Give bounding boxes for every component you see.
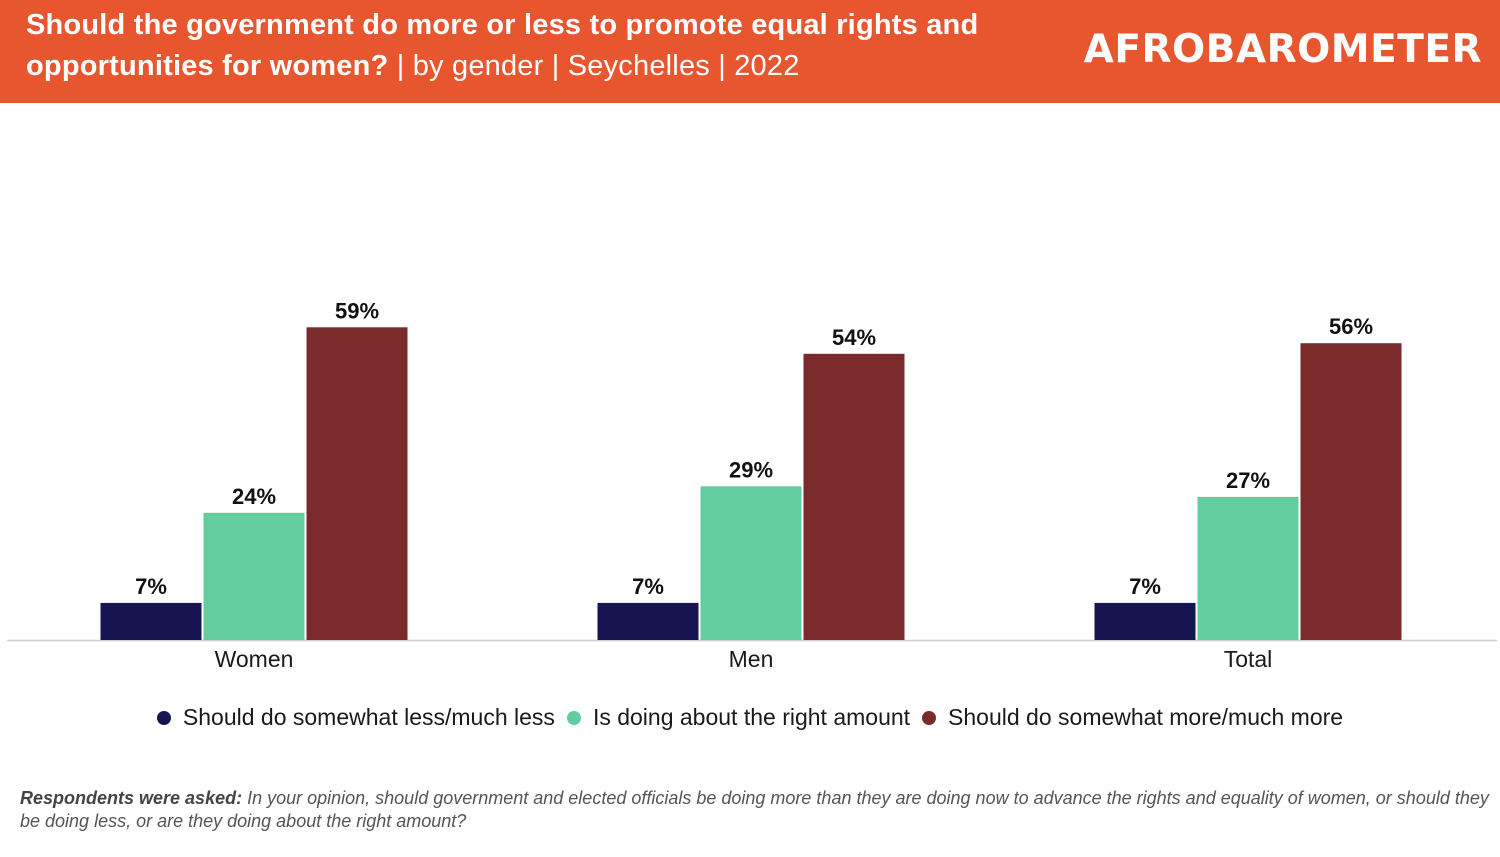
bar-total-series-0 — [1094, 602, 1196, 640]
legend-item-2: Should do somewhat more/much more — [922, 704, 1343, 731]
chart-title-main: Should the government do more or less to… — [26, 9, 979, 82]
category-label-total: Total — [1224, 646, 1273, 672]
bar-women-series-0 — [100, 602, 202, 640]
category-label-women: Women — [215, 646, 294, 672]
bar-total-series-2 — [1300, 343, 1402, 640]
bar-men-series-2 — [803, 353, 905, 640]
data-label-men-series-0: 7% — [632, 574, 664, 599]
data-label-women-series-2: 59% — [335, 298, 379, 323]
legend-label-1: Is doing about the right amount — [592, 704, 911, 730]
data-label-women-series-0: 7% — [135, 574, 167, 599]
header-banner: Should the government do more or less to… — [0, 0, 1500, 103]
legend-label-0: Should do somewhat less/much less — [182, 704, 555, 730]
bar-women-series-1 — [203, 512, 305, 640]
data-label-men-series-1: 29% — [729, 457, 773, 482]
chart-title-sub: | by gender | Seychelles | 2022 — [388, 50, 800, 82]
data-label-total-series-0: 7% — [1129, 574, 1161, 599]
data-label-total-series-1: 27% — [1226, 468, 1270, 493]
legend-item-0: Should do somewhat less/much less — [156, 704, 555, 731]
legend-item-1: Is doing about the right amount — [566, 704, 911, 731]
category-label-men: Men — [729, 646, 774, 672]
legend-label-2: Should do somewhat more/much more — [948, 704, 1344, 730]
footnote-lead: Respondents were asked: — [20, 788, 243, 808]
chart-title: Should the government do more or less to… — [26, 5, 1116, 87]
footnote: Respondents were asked: In your opinion,… — [20, 787, 1490, 833]
bar-chart: 7% 24% 59% Women 7% 29% 54% Men 7% 27% 56% Total — [7, 298, 1497, 672]
legend-swatch-1 — [566, 710, 581, 725]
afrobarometer-logo: AFROBAROMETER — [1083, 27, 1482, 72]
bar-women-series-2 — [306, 327, 408, 640]
data-label-men-series-2: 54% — [832, 325, 876, 350]
bar-men-series-1 — [700, 486, 802, 640]
footnote-text: In your opinion, should government and e… — [20, 788, 1489, 831]
data-label-total-series-2: 56% — [1329, 314, 1373, 339]
data-label-women-series-1: 24% — [232, 484, 276, 509]
bar-total-series-1 — [1197, 496, 1299, 640]
legend-swatch-2 — [922, 710, 937, 725]
bar-men-series-0 — [597, 602, 699, 640]
legend-swatch-0 — [156, 710, 171, 725]
chart-legend: Should do somewhat less/much less Is doin… — [0, 704, 1500, 731]
